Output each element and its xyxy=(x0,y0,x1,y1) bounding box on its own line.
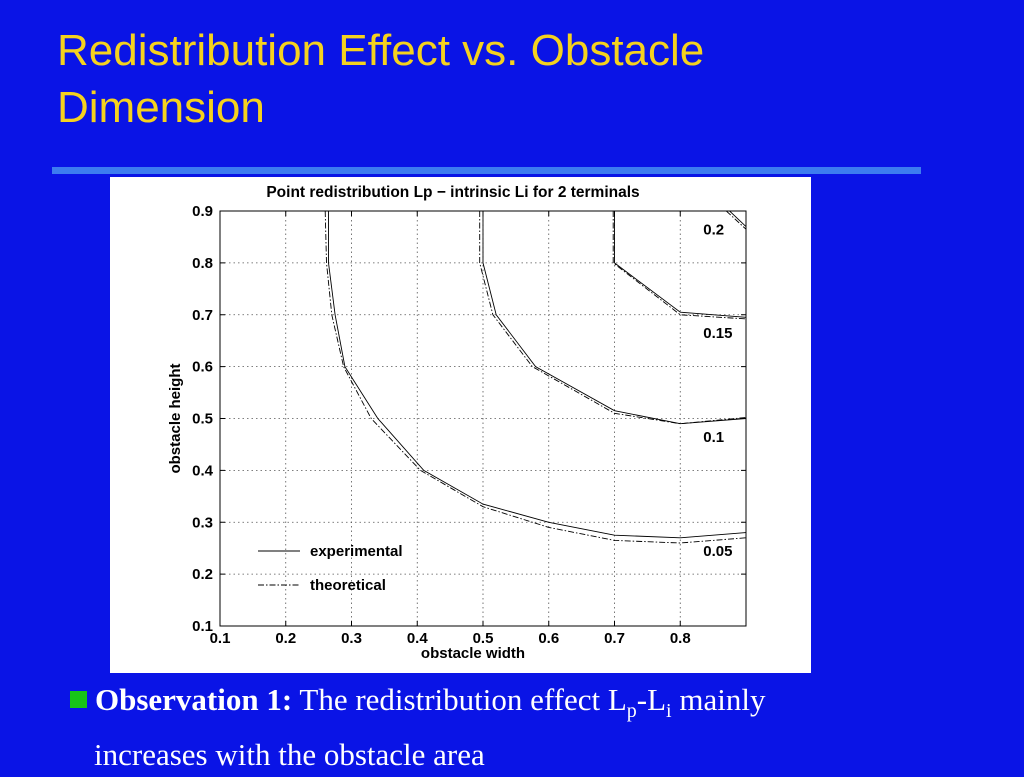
legend-label-experimental: experimental xyxy=(310,543,403,560)
x-tick-label: 0.7 xyxy=(604,630,625,647)
y-tick-label: 0.6 xyxy=(192,359,213,376)
contour-level-label: 0.2 xyxy=(703,221,724,238)
legend-label-theoretical: theoretical xyxy=(310,577,386,594)
contour-theoretical-0.2 xyxy=(725,211,746,230)
observation-text-part2: mainly xyxy=(671,682,766,717)
y-tick-label: 0.7 xyxy=(192,307,213,324)
contour-theoretical-0.15 xyxy=(612,211,746,320)
contour-experimental-0.15 xyxy=(614,211,746,318)
y-tick-label: 0.4 xyxy=(192,462,214,479)
bullet-line2: increases with the obstacle area xyxy=(94,737,485,773)
contour-chart: 0.1 0.2 0.3 0.4 0.5 0.6 0.7 0.8 0.1 0.2 0.3 0.4 0.5 0… xyxy=(167,184,747,662)
green-square-bullet-icon xyxy=(70,691,87,708)
x-tick-label: 0.6 xyxy=(538,630,559,647)
observation-dash: -L xyxy=(636,682,667,717)
y-tick-label: 0.2 xyxy=(192,566,213,583)
x-tick-label: 0.8 xyxy=(670,630,691,647)
chart-title: Point redistribution Lp − intrinsic Li f… xyxy=(266,184,639,201)
contour-level-label: 0.05 xyxy=(703,543,732,560)
x-tick-label: 0.3 xyxy=(341,630,362,647)
y-tick-label: 0.3 xyxy=(192,514,213,531)
x-tick-label: 0.5 xyxy=(473,630,494,647)
observation-label: Observation 1: xyxy=(95,682,293,717)
contour-experimental-0.05 xyxy=(328,211,746,539)
y-tick-label: 0.8 xyxy=(192,255,213,272)
x-axis-label: obstacle width xyxy=(421,645,525,662)
x-tick-label: 0.1 xyxy=(210,630,231,647)
slide-title-line2: Dimension xyxy=(57,83,265,132)
observation-text-part1: The redistribution effect L xyxy=(292,682,627,717)
contour-level-label: 0.1 xyxy=(703,429,724,446)
bullet-line1: Observation 1: The redistribution effect… xyxy=(70,678,1010,733)
contour-experimental-0.1 xyxy=(482,211,746,425)
slide-title-line1: Redistribution Effect vs. Obstacle xyxy=(57,26,705,75)
y-tick-label: 0.9 xyxy=(192,203,213,220)
contour-theoretical-0.1 xyxy=(479,211,746,425)
slide-title: Redistribution Effect vs. Obstacle Dimen… xyxy=(57,22,957,136)
contour-experimental-0.2 xyxy=(729,211,746,227)
contour-level-label: 0.15 xyxy=(703,325,732,342)
subscript-i: i xyxy=(666,700,672,723)
y-tick-label: 0.1 xyxy=(192,618,213,635)
x-tick-label: 0.2 xyxy=(275,630,296,647)
x-tick-label: 0.4 xyxy=(407,630,429,647)
y-axis-label: obstacle height xyxy=(167,363,184,473)
contour-theoretical-0.05 xyxy=(324,211,746,544)
observation-bullet: Observation 1: The redistribution effect… xyxy=(70,678,1010,777)
y-tick-label: 0.5 xyxy=(192,411,213,428)
chart-figure: 0.1 0.2 0.3 0.4 0.5 0.6 0.7 0.8 0.1 0.2 0.3 0.4 0.5 0… xyxy=(110,177,811,673)
title-divider xyxy=(52,167,921,174)
subscript-p: p xyxy=(626,700,637,723)
